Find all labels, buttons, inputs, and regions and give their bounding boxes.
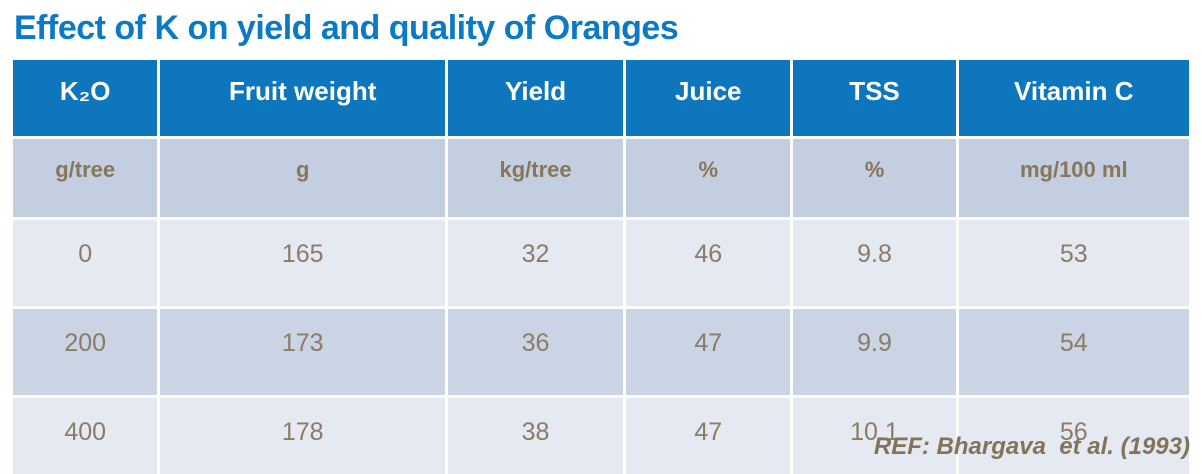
data-cell: 38 [445,395,627,474]
data-cell: 47 [623,306,794,398]
table-header-row: K₂O Fruit weight Yield Juice TSS Vitamin… [9,57,1193,139]
data-cell: 53 [955,217,1193,309]
reference-citation: REF: Bhargava et al. (1993) [873,433,1190,460]
column-header-k2o: K₂O [9,57,161,139]
page-title: Effect of K on yield and quality of Oran… [14,9,679,47]
data-cell: 0 [9,217,161,309]
oranges-data-table: K₂O Fruit weight Yield Juice TSS Vitamin… [9,57,1193,474]
data-cell: 54 [955,306,1193,398]
data-cell: 46 [623,217,794,309]
units-row: g/tree g kg/tree % % mg/100 ml [9,136,1193,220]
data-cell: 178 [157,395,449,474]
unit-cell-fruit-weight: g [157,136,449,220]
unit-cell-yield: kg/tree [445,136,627,220]
unit-cell-juice: % [623,136,794,220]
column-header-juice: Juice [623,57,794,139]
data-cell: 10.1 [790,395,959,474]
data-cell: 32 [445,217,627,309]
data-cell: 173 [157,306,449,398]
data-cell: 9.8 [790,217,959,309]
data-cell: 400 [9,395,161,474]
unit-cell-k2o: g/tree [9,136,161,220]
column-header-vitamin-c: Vitamin C [955,57,1193,139]
data-cell: 200 [9,306,161,398]
unit-cell-vitamin-c: mg/100 ml [955,136,1193,220]
data-cell: 9.9 [790,306,959,398]
table-row: 0 165 32 46 9.8 53 [9,217,1193,309]
data-cell: 47 [623,395,794,474]
table-row: 400 178 38 47 10.1 56 [9,395,1193,474]
column-header-yield: Yield [445,57,627,139]
column-header-fruit-weight: Fruit weight [157,57,449,139]
data-cell: 36 [445,306,627,398]
unit-cell-tss: % [790,136,959,220]
data-cell: 56 [955,395,1193,474]
table-row: 200 173 36 47 9.9 54 [9,306,1193,398]
data-cell: 165 [157,217,449,309]
column-header-tss: TSS [790,57,959,139]
